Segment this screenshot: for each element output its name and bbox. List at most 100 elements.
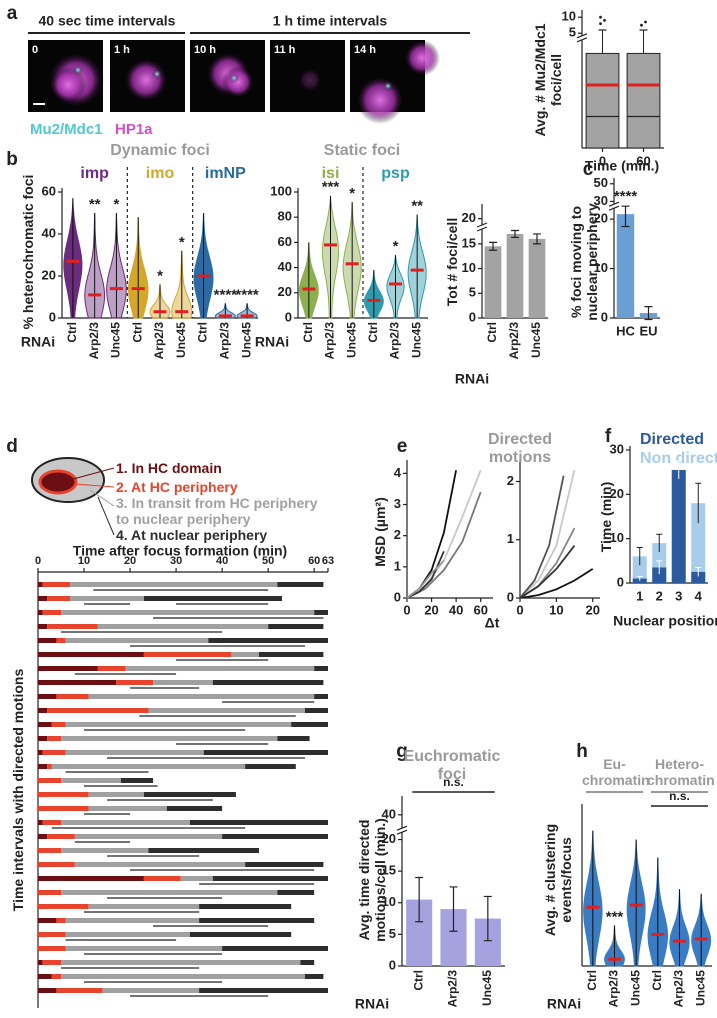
axis-break — [476, 225, 488, 229]
x-tick-label: Ctrl — [585, 970, 599, 991]
axis-break — [608, 204, 620, 209]
x-tick-label: 20 — [585, 602, 599, 617]
state-segment — [42, 820, 62, 825]
panel-letter: c — [583, 159, 594, 180]
group-name: imo — [145, 165, 175, 182]
x-tick-label: Arp2/3 — [672, 970, 686, 1008]
state-segment — [222, 834, 328, 839]
msd-line — [406, 491, 482, 599]
y-tick-label: 10 — [562, 9, 576, 24]
state-segment — [51, 764, 246, 769]
group-name: Eu-chromatin — [582, 756, 650, 788]
x-tick-label: 0 — [403, 602, 410, 617]
panel-letter: d — [6, 436, 18, 457]
legend-label: 2. At HC periphery — [116, 479, 238, 495]
x-tick-label: 2 — [656, 588, 663, 603]
state-segment — [88, 792, 144, 797]
y-tick-label: 0 — [394, 589, 401, 604]
y-tick-label: 30 — [610, 441, 624, 456]
y-tick-label: 60 — [42, 183, 56, 198]
axis-break — [608, 201, 620, 207]
state-segment — [38, 862, 75, 867]
x-tick-label: HC — [616, 323, 635, 338]
x-tick-label: 0 — [35, 555, 41, 567]
error-bar — [695, 566, 702, 577]
state-segment — [38, 820, 43, 825]
state-segment — [38, 834, 48, 839]
x-tick-label: 60 — [308, 555, 320, 567]
axis-break — [396, 829, 408, 835]
frame-label: 14 h — [354, 44, 376, 56]
state-segment — [61, 974, 305, 979]
mu2-signal — [73, 65, 83, 75]
state-segment — [70, 596, 144, 601]
y-tick-label: 40 — [382, 806, 396, 821]
state-segment — [56, 638, 66, 643]
state-segment — [291, 722, 328, 727]
state-segment — [38, 918, 57, 923]
group-name: imp — [80, 165, 109, 182]
y-tick-label: 4 — [394, 465, 402, 480]
x-tick-label: Unc45 — [693, 970, 707, 1006]
x-tick-label: Unc45 — [529, 322, 543, 358]
bar — [506, 233, 524, 318]
state-segment — [38, 946, 66, 951]
state-segment — [268, 624, 324, 629]
state-segment — [38, 890, 62, 895]
bar — [652, 567, 667, 583]
x-axis-label: RNAi — [547, 996, 581, 1012]
significance: ** — [411, 198, 423, 215]
error-bar — [449, 886, 458, 932]
x-tick-label: Ctrl — [411, 970, 425, 991]
x-tick-label: 0 — [516, 602, 523, 617]
y-tick-label: 5 — [569, 25, 576, 40]
image-header: 1 h time intervals — [273, 13, 388, 29]
error-bar — [656, 533, 663, 552]
channel-label: Mu2/Mdc1 — [30, 121, 103, 138]
state-segment — [61, 736, 278, 741]
x-tick-label: 3 — [675, 588, 682, 603]
significance: *** — [606, 908, 624, 925]
state-segment — [38, 694, 57, 699]
bar — [691, 503, 706, 583]
bar — [632, 556, 647, 583]
state-segment — [125, 666, 315, 671]
frame-label: 10 h — [194, 44, 216, 56]
y-tick-label: 20 — [42, 267, 56, 282]
error-bar — [675, 460, 682, 479]
state-segment — [143, 792, 236, 797]
legend-label: Non directed — [640, 450, 717, 467]
y-tick-label: 2 — [394, 527, 401, 542]
state-segment — [38, 582, 43, 587]
state-segment — [38, 750, 43, 755]
state-segment — [42, 582, 71, 587]
y-tick-label: 0 — [389, 957, 396, 972]
significance: **** — [214, 286, 238, 303]
x-tick-label: Arp2/3 — [152, 322, 166, 360]
chart-title: Euchromatic foci — [403, 748, 501, 783]
state-segment — [56, 988, 103, 993]
state-segment — [148, 848, 259, 853]
y-tick-label: 0 — [469, 309, 476, 324]
state-segment — [189, 820, 328, 825]
bar — [616, 214, 635, 318]
axis-break — [396, 825, 408, 831]
x-tick-label: 30 — [170, 555, 182, 567]
state-segment — [38, 974, 52, 979]
x-tick-label: Unc45 — [628, 970, 642, 1006]
x-tick-label: Arp2/3 — [507, 322, 521, 360]
x-tick-label: Unc45 — [409, 322, 423, 358]
legend-label: 1. In HC domain — [116, 460, 222, 476]
state-segment — [38, 876, 144, 881]
state-segment — [38, 666, 98, 671]
x-tick-label: 60 — [473, 602, 487, 617]
state-segment — [222, 946, 328, 951]
y-tick-label: 15 — [462, 235, 476, 250]
state-segment — [61, 848, 149, 853]
hp1a-signal — [50, 67, 86, 103]
significance: * — [349, 185, 355, 202]
state-segment — [97, 624, 269, 629]
state-segment — [47, 834, 75, 839]
x-tick-label: 0 — [599, 153, 606, 168]
significance: **** — [614, 188, 638, 205]
